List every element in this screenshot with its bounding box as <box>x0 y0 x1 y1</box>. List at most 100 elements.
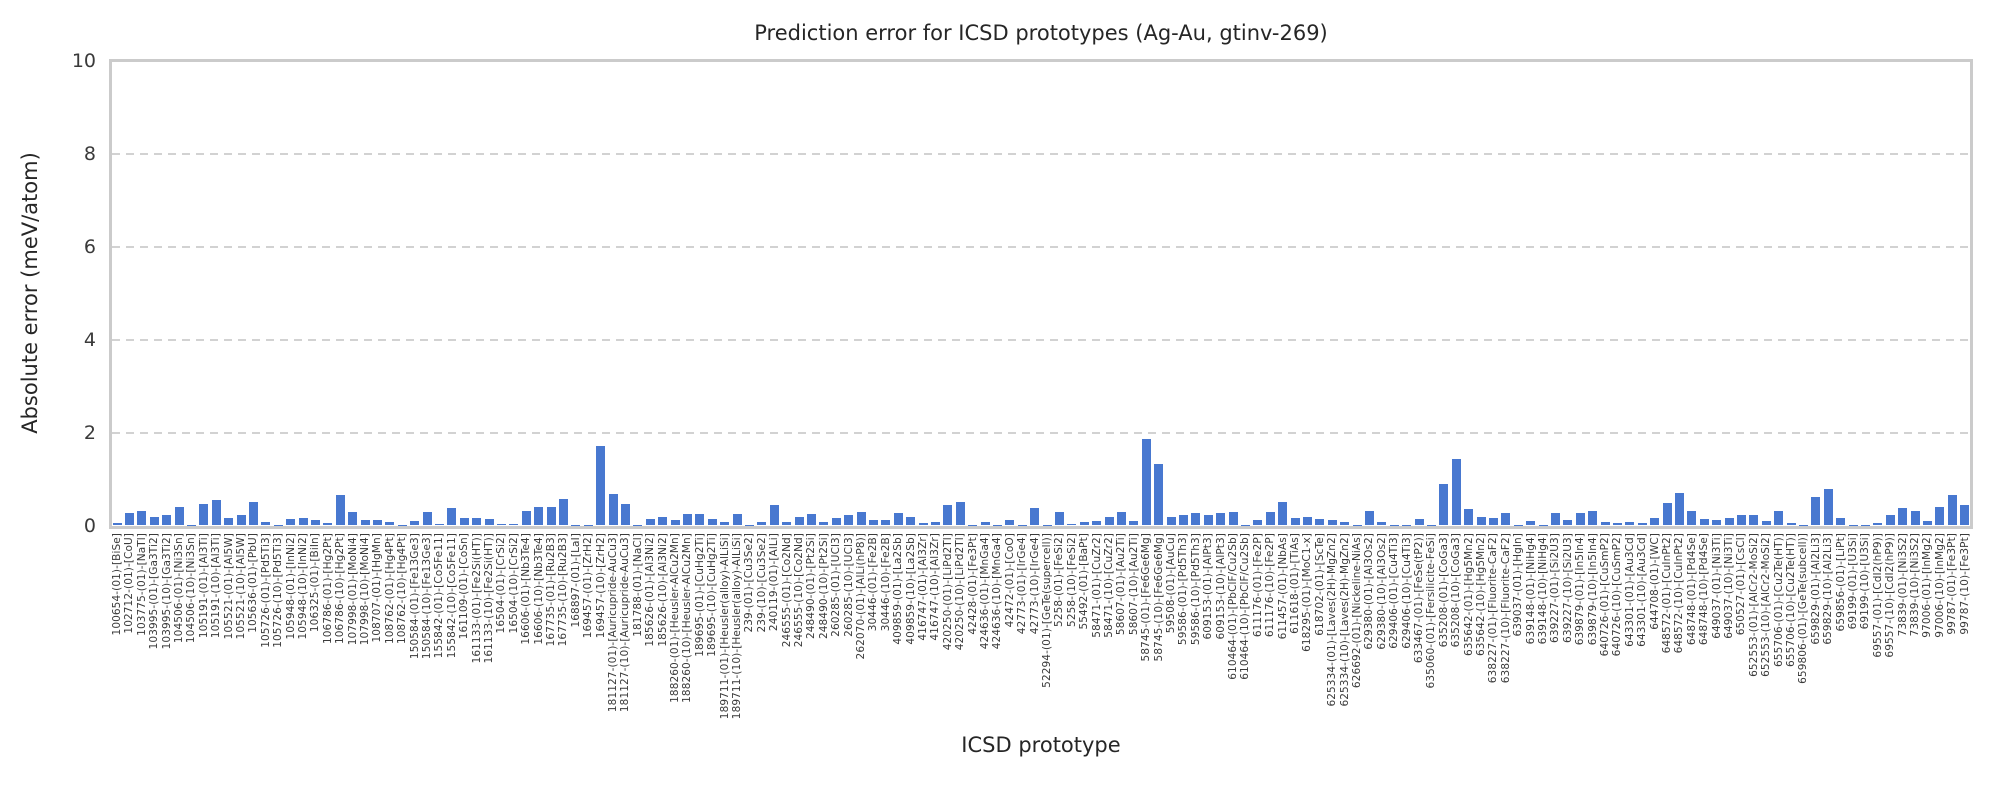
bar <box>1538 524 1548 525</box>
bar <box>509 524 519 525</box>
x-tick-label: 106325-(01)-[BiIn] <box>309 533 322 633</box>
bar <box>1414 518 1424 525</box>
x-tick-label: 168897-(01)-[LaI] <box>569 533 582 628</box>
bar <box>385 522 395 525</box>
x-tick-label: 150584-(01)-[Fe13Ge3] <box>408 533 421 660</box>
bar <box>757 521 767 525</box>
x-tick-label: 42773-(01)-[IrGe4] <box>1016 533 1029 635</box>
x-tick-label: 69557-(10)-[CdI2(hP9)] <box>1884 533 1897 658</box>
x-tick-label: 5258-(01)-[FeSi2] <box>1053 533 1066 627</box>
x-tick-label: 161133-(01)-[Fe2Si(HT)] <box>470 533 483 664</box>
bar <box>1340 521 1350 525</box>
bar <box>1364 511 1374 525</box>
x-tick-label: 105726-(10)-[Pd5Ti3] <box>272 533 285 648</box>
x-tick-label: 639879-(01)-[In5In4] <box>1574 533 1587 646</box>
x-tick-label: 73839-(10)-[Ni3S2] <box>1909 533 1921 637</box>
bar <box>1860 524 1870 525</box>
x-tick-label: 100654-(01)-[BiSe] <box>111 533 123 636</box>
bar <box>1612 523 1622 525</box>
x-tick-label: 650527-(01)-[CsCl] <box>1735 533 1748 636</box>
bar <box>335 495 345 525</box>
x-tick-label: 248490-(10)-[Pt2Si] <box>817 533 830 640</box>
x-tick-label: 609153-(01)-[AlPt3] <box>1202 533 1215 640</box>
bar <box>472 517 482 525</box>
chart-title: Prediction error for ICSD prototypes (Ag… <box>754 21 1328 45</box>
x-tick-label: 103995-(10)-[Ga3Ti2] <box>160 533 173 650</box>
x-tick-label: 246555-(01)-[Co2Nd] <box>780 533 793 648</box>
x-tick-label: 58745-(01)-[Fe6Ge6Mg] <box>1140 533 1153 662</box>
x-tick-label: 420250-(01)-[LiPd2Tl] <box>941 533 954 651</box>
x-axis-label: ICSD prototype <box>961 733 1121 757</box>
bar <box>1042 524 1052 525</box>
bar <box>1637 522 1647 525</box>
bar <box>496 524 506 525</box>
bar <box>236 515 246 525</box>
bar <box>1116 512 1126 525</box>
bar <box>1017 524 1027 525</box>
x-tick-label: 609153-(10)-[AlPt3] <box>1214 533 1227 640</box>
bar <box>360 519 370 525</box>
x-tick-label: 648748-(10)-[Pd4Se] <box>1698 533 1711 646</box>
bar <box>720 522 730 525</box>
x-tick-label: 652553-(10)-[AlCr2-MoSi2] <box>1760 533 1773 677</box>
bar <box>782 522 792 525</box>
bar <box>459 518 469 525</box>
x-tick-label: 30446-(01)-[Fe2B] <box>867 533 880 632</box>
x-tick-label: 626692-(01)-[Nickeline-NiAs] <box>1351 533 1363 689</box>
bar <box>1898 507 1908 525</box>
x-tick-label: 188260-(10)-[Heusler-AlCu2Mn] <box>681 533 694 703</box>
bar <box>806 514 816 525</box>
bar <box>521 511 531 525</box>
x-tick-label: 629380-(01)-[Al3Os2] <box>1363 533 1376 650</box>
bar <box>137 511 147 525</box>
bar <box>1302 516 1312 525</box>
x-tick-label: 99787-(10)-[Fe3Pt] <box>1958 533 1971 635</box>
bar <box>819 522 829 525</box>
x-tick-label: 169457-(10)-[ZrH2] <box>594 533 607 639</box>
x-tick-label: 105521-(10)-[Al5W] <box>235 533 247 640</box>
bar <box>744 524 754 525</box>
bar <box>831 517 841 525</box>
x-tick-label: 246555-(10)-[Co2Nd] <box>793 533 805 648</box>
x-tick-label: 635208-(01)-[CoGa3] <box>1437 533 1450 648</box>
bar <box>1786 523 1796 525</box>
x-tick-label: 611618-(01)-[TiAs] <box>1289 533 1301 634</box>
bar <box>868 520 878 525</box>
x-tick-label: 409859-(10)-[La2Sb] <box>904 533 917 645</box>
x-tick-label: 610464-(10)-[PbClF/Cu2Sb] <box>1239 533 1252 680</box>
x-tick-label: 260285-(01)-[UCl3] <box>830 533 843 637</box>
bar <box>930 522 940 525</box>
x-tick-label: 58471-(10)-[CuZr2] <box>1103 533 1115 638</box>
x-tick-label: 97006-(01)-[InMg2] <box>1921 533 1934 638</box>
x-tick-label: 635642-(10)-[Hg5Mn2] <box>1475 533 1487 657</box>
x-tick-label: 240119-(01)-[AlLi] <box>768 533 781 632</box>
x-tick-label: 69199-(01)-[U3Si] <box>1847 533 1859 630</box>
bar <box>1761 520 1771 525</box>
x-tick-label: 105726-(01)-[Pd5Ti3] <box>259 533 272 648</box>
bar <box>1575 512 1585 525</box>
bar <box>608 494 618 525</box>
y-axis-label: Absolute error (meV/atom) <box>18 152 42 434</box>
bar <box>1935 506 1945 525</box>
bar <box>633 524 643 525</box>
bar <box>1724 517 1734 525</box>
bar <box>1129 520 1139 525</box>
bar <box>1600 521 1610 525</box>
bar <box>1352 524 1362 525</box>
bar <box>224 518 234 525</box>
x-tick-label: 59508-(01)-[AuCu] <box>1165 533 1177 634</box>
x-tick-label: 161133-(10)-[Fe2Si(HT)] <box>483 533 495 664</box>
x-tick-label: 424636-(10)-[MnGa4] <box>991 533 1004 650</box>
bar <box>1699 518 1709 525</box>
x-tick-label: 260285-(10)-[UCl3] <box>842 533 855 637</box>
x-tick-label: 618295-(01)-[MoC1-x] <box>1301 533 1314 652</box>
bar <box>682 514 692 525</box>
x-tick-label: 106786-(10)-[Hg2Pt] <box>334 533 347 644</box>
x-tick-label: 639227-(10)-[Si2U3] <box>1561 533 1574 643</box>
bar <box>1960 505 1970 525</box>
x-tick-label: 30446-(10)-[Fe2B] <box>879 533 892 632</box>
x-tick-label: 635642-(01)-[Hg5Mn2] <box>1462 533 1475 657</box>
x-tick-label: 648572-(10)-[CuInPt2] <box>1673 533 1686 654</box>
bar <box>1749 514 1759 525</box>
x-tick-label: 611176-(10)-[Fe2P] <box>1264 533 1277 638</box>
